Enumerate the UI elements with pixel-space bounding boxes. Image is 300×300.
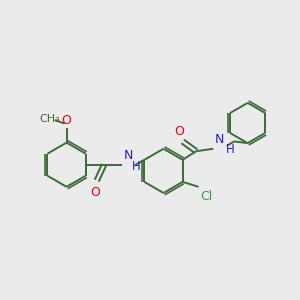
Text: CH₃: CH₃ xyxy=(39,114,60,124)
Text: O: O xyxy=(61,114,71,127)
Text: O: O xyxy=(175,125,184,139)
Text: H: H xyxy=(226,143,234,157)
Text: N: N xyxy=(214,133,224,146)
Text: Cl: Cl xyxy=(200,190,212,203)
Text: H: H xyxy=(132,160,141,173)
Text: N: N xyxy=(124,149,133,162)
Text: O: O xyxy=(90,186,100,199)
